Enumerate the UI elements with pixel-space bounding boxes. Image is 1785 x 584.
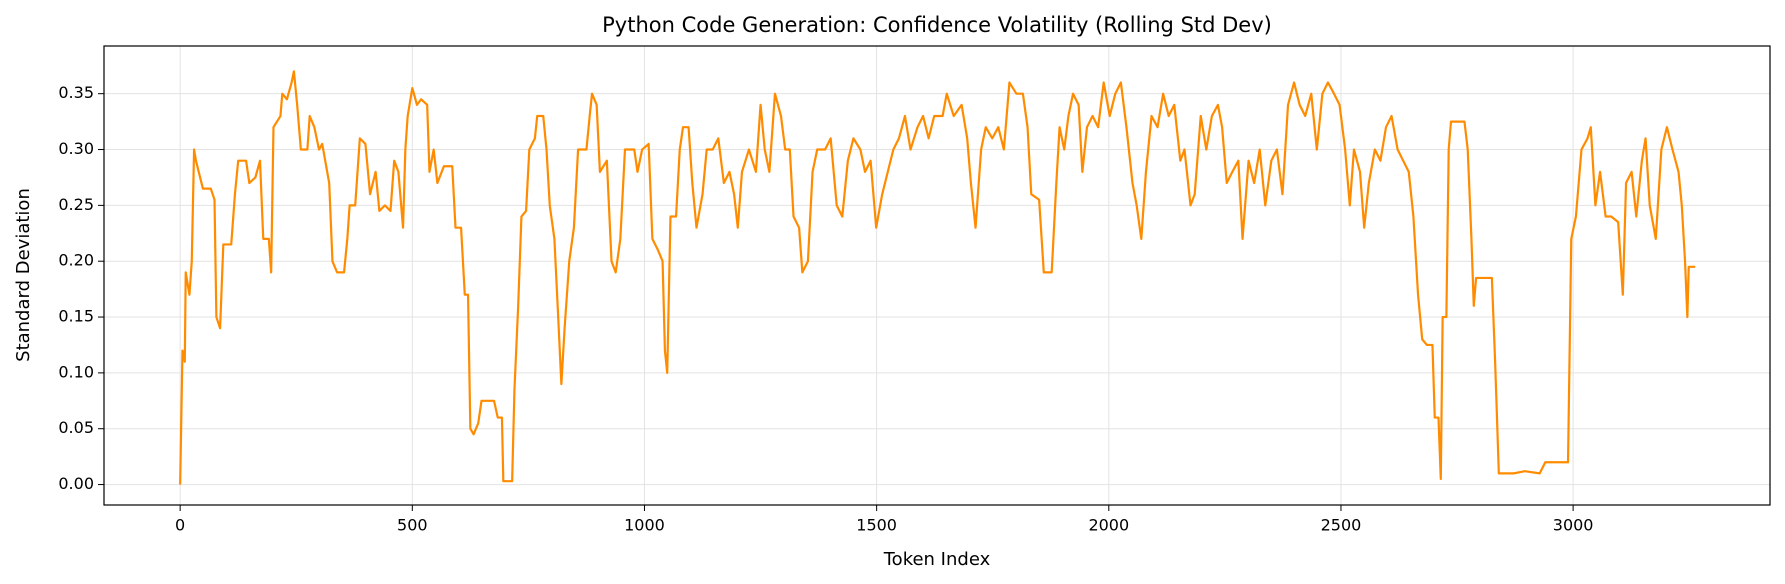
y-tick-label: 0.00 [58,474,94,493]
x-tick-label: 1000 [624,516,665,535]
plot-frame [103,45,1771,506]
x-tick-label: 500 [397,516,428,535]
x-tick-label: 0 [175,516,185,535]
y-tick-label: 0.35 [58,83,94,102]
y-tick-label: 0.20 [58,251,94,270]
y-tick-label: 0.10 [58,362,94,381]
y-tick-label: 0.30 [58,139,94,158]
y-tick-label: 0.05 [58,418,94,437]
chart-title: Python Code Generation: Confidence Volat… [602,13,1272,37]
x-tick-label: 2000 [1088,516,1129,535]
y-tick-label: 0.25 [58,195,94,214]
x-axis-label: Token Index [883,549,991,570]
x-tick-label: 3000 [1553,516,1594,535]
y-axis-label: Standard Deviation [13,188,34,362]
x-tick-label: 1500 [856,516,897,535]
y-tick-label: 0.15 [58,307,94,326]
x-tick-label: 2500 [1321,516,1362,535]
data-line [179,70,1696,485]
